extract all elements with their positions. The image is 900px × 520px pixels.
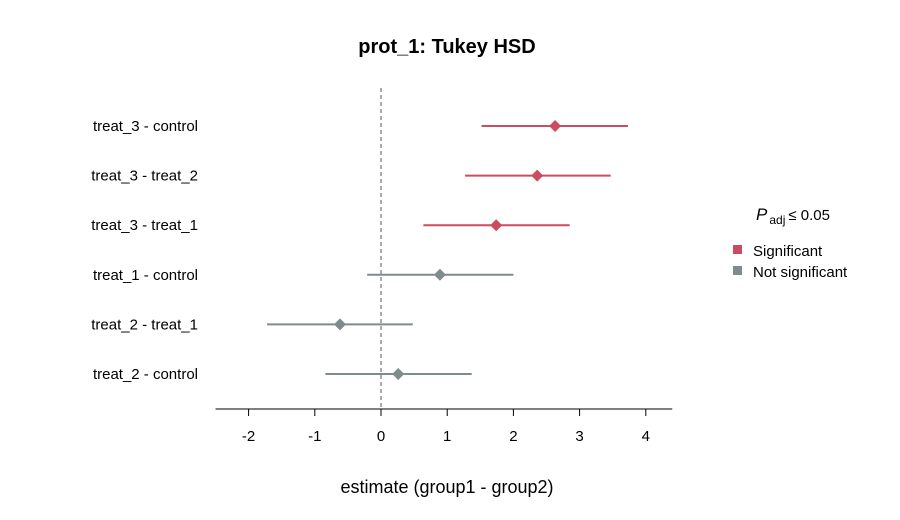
x-tick-label: 2 xyxy=(509,428,517,445)
comparison-label: treat_3 - control xyxy=(93,118,198,135)
estimate-point xyxy=(490,219,503,232)
legend-entry-significant: Significant xyxy=(753,243,823,260)
estimate-point xyxy=(549,120,562,132)
comparison-label: treat_3 - treat_1 xyxy=(91,217,198,234)
x-axis-label: estimate (group1 - group2) xyxy=(340,477,553,497)
comparison-label: treat_3 - treat_2 xyxy=(91,168,198,185)
comparison-label: treat_1 - control xyxy=(93,267,198,284)
estimate-point xyxy=(392,368,405,380)
plot-area: -2 -1 0 1 2 3 4 treat_3 - control treat_3 - trea… xyxy=(91,88,673,445)
legend-title-main: P xyxy=(756,205,768,224)
legend-swatch-significant xyxy=(733,245,742,254)
legend-swatch-not-significant xyxy=(733,266,742,275)
estimate-point xyxy=(433,268,446,281)
x-tick-label: 3 xyxy=(575,428,583,445)
comparison-label: treat_2 - control xyxy=(93,366,198,383)
x-tick-label: -2 xyxy=(242,428,255,445)
x-tick-label: -1 xyxy=(308,428,321,445)
x-tick-label: 1 xyxy=(443,428,451,445)
legend-entry-not-significant: Not significant xyxy=(753,264,848,281)
comparison-label: treat_2 - treat_1 xyxy=(91,316,198,333)
x-tick-label: 0 xyxy=(377,428,385,445)
estimate-point xyxy=(531,169,544,182)
legend-title-rest: ≤ 0.05 xyxy=(788,207,830,224)
legend-title-sub: adj xyxy=(769,213,785,227)
estimate-point xyxy=(333,318,346,331)
x-tick-label: 4 xyxy=(642,428,650,445)
chart-title: prot_1: Tukey HSD xyxy=(358,36,535,58)
